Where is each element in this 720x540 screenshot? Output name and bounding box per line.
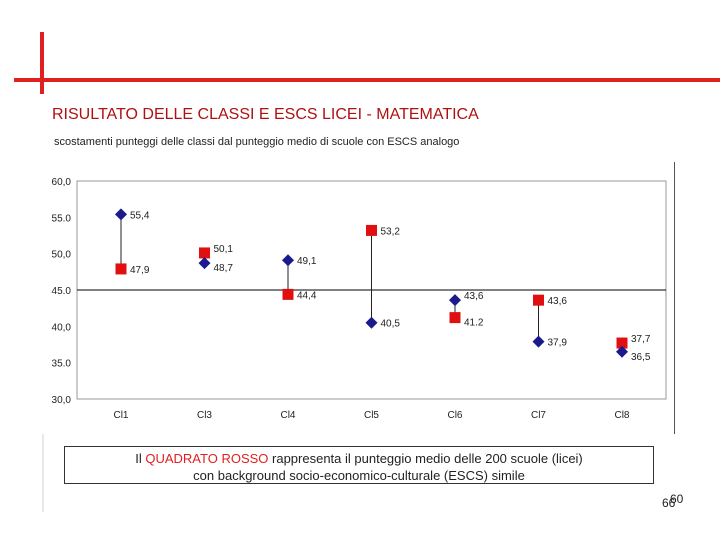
- x-tick-label: Cl5: [364, 410, 379, 421]
- diamond-marker: [115, 208, 127, 221]
- y-tick-label: 55.0: [52, 213, 72, 224]
- square-data-label: 53,2: [381, 226, 401, 237]
- diamond-marker: [198, 257, 211, 270]
- y-tick-label: 40,0: [52, 322, 72, 333]
- square-marker: [199, 247, 210, 259]
- x-tick-label: Cl6: [447, 410, 462, 421]
- square-marker: [533, 294, 544, 306]
- legend-box: Il QUADRATO ROSSO rappresenta il puntegg…: [64, 446, 654, 484]
- y-tick-label: 30,0: [52, 395, 72, 406]
- y-tick-label: 60,0: [52, 177, 72, 188]
- square-data-label: 44,4: [297, 290, 317, 301]
- x-tick-label: Cl7: [531, 410, 546, 421]
- square-marker: [366, 224, 377, 236]
- diamond-marker: [365, 316, 378, 329]
- legend-line-2: con background socio-economico-culturale…: [193, 468, 525, 483]
- x-tick-label: Cl1: [113, 410, 128, 421]
- legend-line-1-rest: rappresenta il punteggio medio delle 200…: [268, 451, 583, 466]
- decorative-red-vertical-bar: [40, 32, 44, 94]
- chart: 30,0 35.0 40,0 45.0 50,0 55.0 60,0 Cl1 Cl3 Cl4 Cl5…: [52, 177, 667, 421]
- square-data-label: 37,7: [631, 334, 651, 345]
- square-marker: [616, 337, 628, 349]
- x-tick-label: Cl4: [280, 410, 295, 421]
- diamond-marker: [449, 294, 461, 307]
- left-divider-strip: [42, 434, 44, 512]
- y-tick-label: 50,0: [52, 250, 72, 261]
- diamond-data-label: 43,6: [464, 291, 484, 302]
- diamond-marker: [532, 335, 545, 348]
- diamond-data-label: 37,9: [548, 338, 568, 349]
- slide-subtitle: scostamenti punteggi delle classi dal pu…: [54, 136, 460, 148]
- page-number: 66: [662, 496, 676, 510]
- square-data-label: 41.2: [464, 318, 484, 329]
- x-tick-label: Cl3: [197, 410, 212, 421]
- diamond-data-label: 36,5: [631, 352, 651, 363]
- decorative-red-horizontal-bar: [14, 78, 720, 82]
- square-marker: [449, 312, 461, 324]
- square-data-label: 47,9: [130, 265, 150, 276]
- square-marker: [282, 288, 294, 300]
- legend-prefix: Il: [135, 451, 146, 466]
- diamond-marker: [616, 345, 628, 358]
- diamond-data-label: 40,5: [381, 319, 401, 330]
- square-data-label: 50,1: [214, 244, 234, 255]
- right-divider-line: [674, 162, 675, 434]
- square-marker: [115, 263, 127, 275]
- diamond-data-label: 49,1: [297, 256, 317, 267]
- diamond-data-label: 48,7: [214, 263, 234, 274]
- y-tick-label: 35.0: [52, 359, 72, 370]
- diamond-data-label: 55,4: [130, 210, 150, 221]
- square-data-label: 43,6: [548, 296, 568, 307]
- slide-title: RISULTATO DELLE CLASSI E ESCS LICEI - MA…: [52, 106, 479, 123]
- diamond-marker: [282, 254, 294, 267]
- x-tick-label: Cl8: [614, 410, 629, 421]
- page-number-overlay: 60: [670, 492, 684, 506]
- y-tick-label: 45.0: [52, 286, 72, 297]
- legend-line-1: Il QUADRATO ROSSO rappresenta il puntegg…: [65, 450, 653, 467]
- legend-highlight: QUADRATO ROSSO: [145, 451, 269, 466]
